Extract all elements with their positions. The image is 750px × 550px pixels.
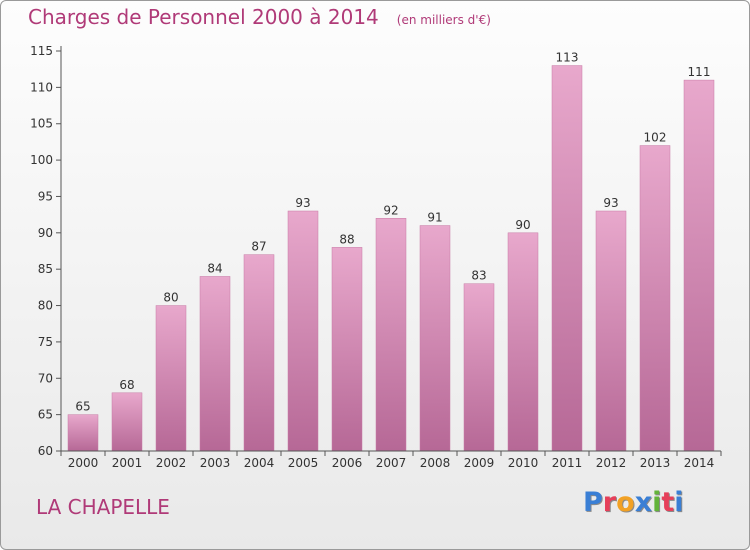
logo-letter: i (652, 487, 662, 518)
x-tick-label-2008: 2008 (420, 456, 451, 470)
bar-2009 (463, 283, 495, 452)
x-tick-label-2007: 2007 (376, 456, 407, 470)
y-tick-label-95: 95 (38, 189, 53, 203)
x-tick-label-2010: 2010 (508, 456, 539, 470)
chart-unit: (en milliers d'€) (396, 13, 491, 27)
logo-letter: r (602, 487, 617, 518)
data-label-2011: 113 (556, 51, 579, 65)
bar-2006 (331, 247, 363, 452)
data-label-2004: 87 (251, 240, 266, 254)
logo-letter: t (661, 487, 675, 518)
y-tick-label-85: 85 (38, 262, 53, 276)
proxiti-logo: Proxiti (583, 487, 684, 518)
y-tick-label-60: 60 (38, 444, 53, 458)
bar-2007 (375, 218, 407, 452)
y-tick-label-110: 110 (30, 80, 53, 94)
logo-letter: x (634, 487, 653, 518)
bar-2010 (507, 232, 539, 452)
y-tick-label-105: 105 (30, 117, 53, 131)
x-tick-label-2003: 2003 (200, 456, 231, 470)
bar-2003 (199, 276, 231, 452)
x-tick-label-2000: 2000 (68, 456, 99, 470)
y-tick-label-80: 80 (38, 299, 53, 313)
bar-2005 (287, 210, 319, 452)
x-tick-label-2005: 2005 (288, 456, 319, 470)
commune-name: LA CHAPELLE (36, 495, 170, 519)
y-tick-label-100: 100 (30, 153, 53, 167)
data-label-2003: 84 (207, 261, 222, 275)
bar-2000 (67, 414, 99, 452)
data-label-2010: 90 (515, 218, 530, 232)
bar-2001 (111, 392, 143, 452)
y-tick-label-65: 65 (38, 408, 53, 422)
data-label-2008: 91 (427, 211, 442, 225)
logo-letter: o (616, 487, 635, 518)
y-tick-label-90: 90 (38, 226, 53, 240)
logo-letter: P (583, 487, 603, 518)
y-tick-label-115: 115 (30, 44, 53, 58)
x-tick-label-2009: 2009 (464, 456, 495, 470)
bar-2011 (551, 65, 583, 452)
data-label-2014: 111 (688, 65, 711, 79)
logo-letter: i (674, 487, 684, 518)
chart-title: Charges de Personnel 2000 à 2014 (28, 5, 379, 29)
x-tick-label-2013: 2013 (640, 456, 671, 470)
bar-2014 (683, 79, 715, 452)
data-label-2012: 93 (603, 196, 618, 210)
bar-2013 (639, 145, 671, 452)
y-tick-label-75: 75 (38, 335, 53, 349)
bar-2012 (595, 210, 627, 452)
bar-2002 (155, 305, 187, 452)
x-tick-label-2002: 2002 (156, 456, 187, 470)
data-label-2009: 83 (471, 269, 486, 283)
bar-2004 (243, 254, 275, 452)
x-tick-label-2001: 2001 (112, 456, 143, 470)
data-label-2006: 88 (339, 232, 354, 246)
axes-layer: 60 65 70 75 80 85 90 95 100 105 110 115 2000 2001 2002… (30, 44, 722, 470)
x-tick-label-2004: 2004 (244, 456, 275, 470)
x-tick-label-2006: 2006 (332, 456, 363, 470)
data-label-2005: 93 (295, 196, 310, 210)
bar-2008 (419, 225, 451, 452)
bars-layer: 65 68 80 84 87 93 88 92 91 83 90 113 93 102 111 (67, 51, 715, 452)
data-label-2007: 92 (383, 203, 398, 217)
x-tick-label-2014: 2014 (684, 456, 715, 470)
data-label-2002: 80 (163, 291, 178, 305)
data-label-2001: 68 (119, 378, 134, 392)
x-tick-label-2011: 2011 (552, 456, 583, 470)
data-label-2013: 102 (644, 131, 667, 145)
data-label-2000: 65 (75, 400, 90, 414)
y-tick-label-70: 70 (38, 371, 53, 385)
title-block: Charges de Personnel 2000 à 2014 (en mil… (28, 5, 491, 29)
x-tick-label-2012: 2012 (596, 456, 627, 470)
